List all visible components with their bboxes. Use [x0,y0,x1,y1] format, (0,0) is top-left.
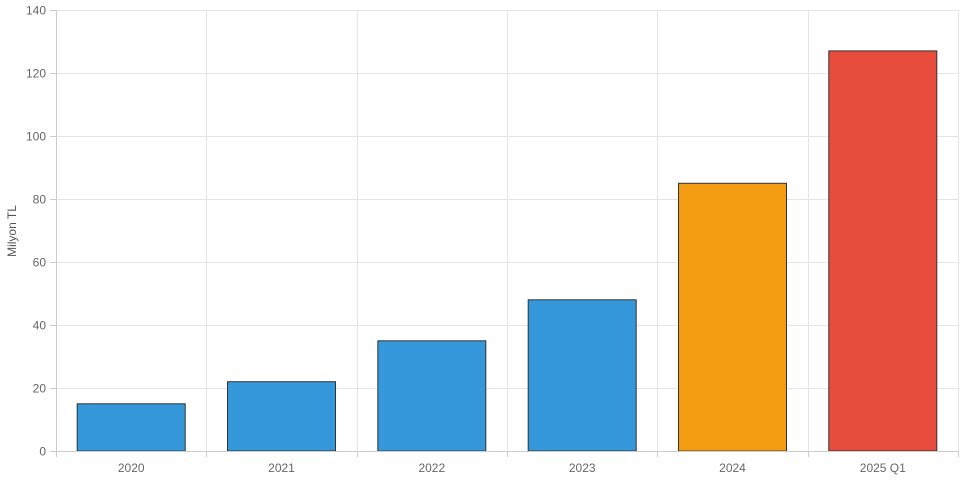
bar-2023 [527,299,637,452]
y-tick-label: 60 [33,256,47,270]
y-tick-label: 140 [26,4,46,18]
bars-layer [76,50,938,452]
x-tick-label: 2024 [719,461,746,475]
labels-layer: 0 20 40 60 80 100 120 140 2020 2021 2022 2023 2024 20… [26,4,906,476]
x-tick-label: 2025 Q1 [860,461,906,475]
y-tick-label: 120 [26,67,46,81]
y-tick-label: 80 [33,193,47,207]
axis-layer [50,10,959,457]
x-tick-label: 2023 [569,461,596,475]
bar-2025-q1 [828,50,938,452]
bar-2024 [678,182,787,452]
y-tick-label: 100 [26,130,46,144]
x-tick-label: 2020 [118,461,145,475]
bar-2021 [227,381,336,452]
bar-2022 [377,340,487,452]
x-tick-label: 2021 [268,461,295,475]
bar-2020 [76,403,186,452]
grid-layer [56,10,959,452]
y-tick-label: 40 [33,319,47,333]
x-tick-label: 2022 [418,461,445,475]
y-tick-label: 0 [39,445,46,459]
y-axis-title: Milyon TL [5,205,19,257]
y-tick-label: 20 [33,382,47,396]
